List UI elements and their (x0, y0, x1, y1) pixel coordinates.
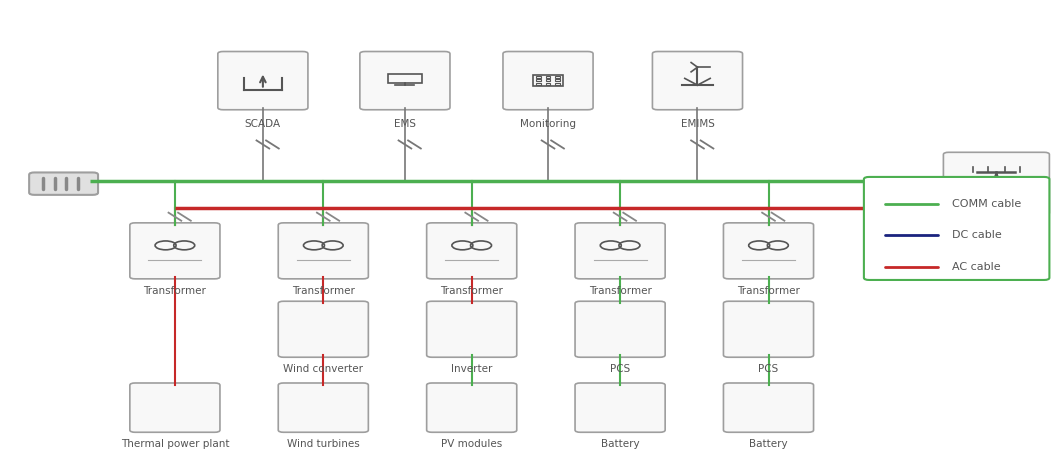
Text: PV modules: PV modules (441, 439, 502, 449)
FancyBboxPatch shape (653, 51, 742, 110)
Text: PCS: PCS (610, 364, 631, 374)
Bar (536, 76, 541, 78)
FancyBboxPatch shape (129, 383, 220, 432)
Text: Transformer: Transformer (440, 285, 504, 295)
Bar (546, 79, 550, 81)
FancyBboxPatch shape (218, 51, 308, 110)
FancyBboxPatch shape (426, 223, 517, 279)
Bar (388, 74, 422, 83)
Text: Inverter: Inverter (450, 364, 493, 374)
Bar (536, 79, 541, 81)
FancyBboxPatch shape (723, 301, 814, 357)
Text: SCADA: SCADA (245, 119, 281, 129)
FancyBboxPatch shape (278, 383, 369, 432)
FancyBboxPatch shape (30, 172, 98, 195)
Text: Battery: Battery (601, 439, 639, 449)
Text: Thermal power plant: Thermal power plant (121, 439, 229, 449)
FancyBboxPatch shape (426, 383, 517, 432)
Text: COMM cable: COMM cable (952, 199, 1021, 209)
FancyBboxPatch shape (575, 223, 666, 279)
FancyBboxPatch shape (360, 51, 449, 110)
Text: Transformer: Transformer (737, 285, 800, 295)
FancyBboxPatch shape (575, 301, 666, 357)
Bar (555, 76, 560, 78)
Text: AC cable: AC cable (952, 262, 1001, 272)
Text: Battery: Battery (749, 439, 788, 449)
Text: Transformer: Transformer (292, 285, 355, 295)
Text: Grid: Grid (984, 217, 1009, 230)
FancyBboxPatch shape (129, 223, 220, 279)
Text: DC cable: DC cable (952, 230, 1002, 240)
Bar (536, 83, 541, 85)
Bar (533, 75, 563, 86)
Bar (555, 83, 560, 85)
Bar (546, 83, 550, 85)
FancyBboxPatch shape (943, 152, 1049, 215)
FancyBboxPatch shape (575, 383, 666, 432)
Text: PCS: PCS (758, 364, 779, 374)
Text: Wind converter: Wind converter (283, 364, 364, 374)
FancyBboxPatch shape (864, 177, 1049, 280)
FancyBboxPatch shape (278, 301, 369, 357)
FancyBboxPatch shape (426, 301, 517, 357)
FancyBboxPatch shape (723, 223, 814, 279)
Text: Transformer: Transformer (143, 285, 207, 295)
Text: Wind turbines: Wind turbines (287, 439, 359, 449)
Text: EMIMS: EMIMS (681, 119, 714, 129)
Text: Monitoring: Monitoring (520, 119, 576, 129)
Text: Transformer: Transformer (588, 285, 652, 295)
FancyBboxPatch shape (723, 383, 814, 432)
Bar (555, 79, 560, 81)
Bar (546, 76, 550, 78)
FancyBboxPatch shape (504, 51, 594, 110)
Text: EMS: EMS (394, 119, 416, 129)
FancyBboxPatch shape (278, 223, 369, 279)
